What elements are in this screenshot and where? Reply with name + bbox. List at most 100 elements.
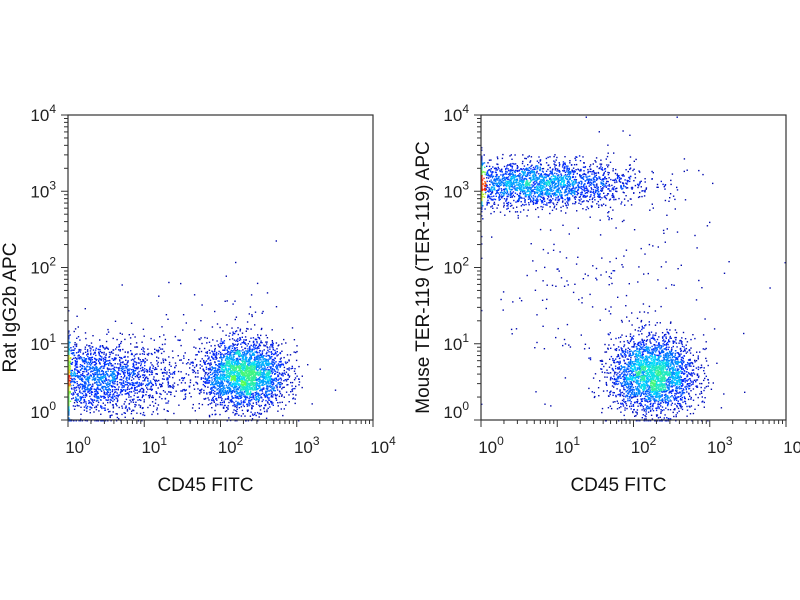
- data-point: [245, 375, 247, 378]
- data-point: [161, 348, 164, 350]
- data-point: [180, 382, 183, 384]
- data-point: [95, 354, 97, 357]
- data-point: [82, 371, 84, 373]
- data-point: [270, 370, 273, 373]
- data-point: [217, 393, 220, 395]
- data-point: [79, 378, 81, 380]
- data-point: [265, 388, 268, 390]
- data-point: [240, 400, 242, 402]
- data-point: [138, 378, 140, 381]
- data-point: [273, 378, 276, 380]
- data-point: [142, 366, 144, 369]
- data-point: [68, 400, 70, 403]
- data-point: [208, 363, 211, 365]
- data-point: [237, 340, 239, 343]
- data-point: [133, 359, 135, 361]
- data-point: [284, 379, 286, 381]
- data-point: [129, 373, 131, 375]
- data-point: [501, 157, 504, 160]
- data-point: [195, 381, 197, 384]
- data-point: [127, 351, 129, 353]
- data-point: [101, 365, 103, 367]
- data-point: [96, 372, 98, 374]
- data-point: [243, 405, 245, 408]
- data-point: [254, 392, 257, 394]
- data-point: [213, 374, 216, 377]
- data-point: [151, 388, 153, 391]
- data-point: [114, 383, 116, 385]
- data-point: [223, 364, 225, 366]
- data-point: [236, 391, 238, 393]
- data-point: [250, 377, 252, 379]
- data-point: [108, 376, 110, 378]
- data-point: [141, 360, 143, 363]
- data-point: [116, 377, 118, 380]
- data-point: [600, 163, 603, 165]
- data-point: [110, 397, 112, 399]
- data-point: [249, 362, 251, 365]
- data-point: [156, 380, 158, 382]
- data-point: [229, 351, 231, 353]
- data-point: [105, 386, 107, 389]
- data-point: [77, 355, 79, 357]
- data-point: [130, 412, 133, 415]
- data-point: [218, 378, 220, 380]
- data-point: [113, 372, 115, 375]
- data-point: [244, 367, 246, 370]
- data-point: [127, 373, 129, 375]
- data-point: [168, 369, 170, 371]
- data-point: [142, 390, 145, 392]
- data-point: [79, 375, 82, 377]
- data-point: [113, 386, 116, 388]
- data-point: [217, 344, 219, 346]
- data-point: [214, 380, 216, 382]
- data-point: [240, 380, 242, 382]
- data-point: [249, 349, 251, 351]
- data-point: [218, 367, 220, 369]
- data-point: [94, 373, 96, 376]
- data-point: [258, 396, 260, 398]
- data-point: [141, 396, 143, 399]
- data-point: [252, 371, 254, 373]
- data-point: [113, 366, 116, 368]
- data-point: [228, 379, 230, 381]
- data-point: [77, 326, 79, 328]
- data-point: [226, 420, 228, 422]
- data-point: [70, 370, 72, 372]
- data-point: [113, 398, 116, 401]
- data-point: [212, 352, 215, 355]
- y-tick-label: 103: [30, 178, 56, 201]
- data-point: [247, 364, 249, 367]
- data-point: [251, 404, 253, 407]
- data-point: [147, 395, 150, 397]
- data-point: [95, 393, 97, 395]
- data-point: [217, 373, 220, 375]
- data-point: [158, 379, 160, 382]
- data-point: [219, 391, 221, 394]
- data-point: [206, 372, 208, 374]
- data-point: [219, 401, 222, 404]
- data-point: [262, 369, 265, 371]
- data-point: [76, 372, 78, 375]
- data-point: [291, 365, 293, 368]
- data-point: [258, 394, 260, 396]
- data-point: [83, 399, 86, 402]
- data-point: [264, 403, 267, 406]
- data-point: [236, 352, 238, 355]
- data-point: [83, 362, 86, 365]
- data-point: [526, 215, 528, 217]
- data-point: [250, 337, 252, 339]
- data-point: [220, 338, 222, 340]
- data-point: [251, 382, 253, 385]
- data-point: [100, 384, 102, 386]
- data-point: [121, 365, 123, 368]
- data-point: [236, 358, 238, 360]
- data-point: [120, 367, 122, 370]
- data-point: [254, 372, 257, 374]
- data-point: [290, 391, 292, 393]
- data-point: [96, 393, 98, 395]
- data-point: [142, 376, 144, 379]
- data-point: [227, 386, 229, 389]
- data-point: [84, 386, 86, 388]
- data-point: [247, 343, 249, 345]
